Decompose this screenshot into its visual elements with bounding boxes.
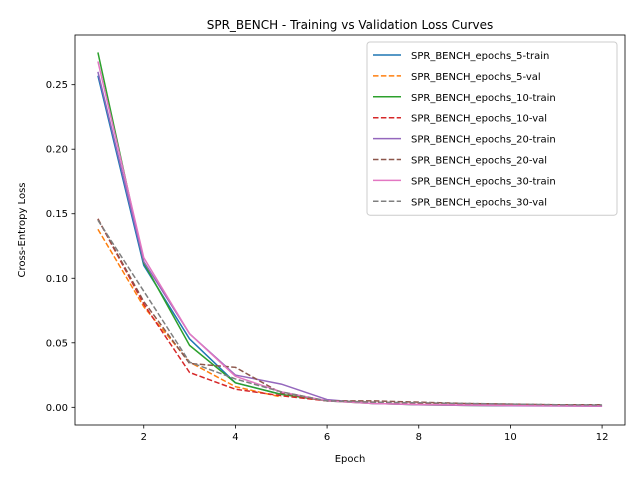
legend-label: SPR_BENCH_epochs_10-train [411, 93, 556, 104]
y-tick-label: 0.25 [46, 80, 68, 91]
legend-label: SPR_BENCH_epochs_20-train [411, 135, 556, 146]
x-tick-label: 12 [596, 432, 609, 443]
x-tick-label: 8 [416, 432, 422, 443]
y-axis-label: Cross-Entropy Loss [17, 183, 28, 278]
x-tick-label: 10 [504, 432, 517, 443]
y-tick-label: 0.15 [46, 209, 68, 220]
x-tick-label: 2 [141, 432, 147, 443]
x-tick-label: 4 [232, 432, 238, 443]
legend-label: SPR_BENCH_epochs_20-val [411, 156, 547, 167]
y-tick-label: 0.10 [46, 274, 68, 285]
chart-title: SPR_BENCH - Training vs Validation Loss … [207, 18, 494, 32]
y-tick-label: 0.20 [46, 145, 68, 156]
legend-label: SPR_BENCH_epochs_30-val [411, 197, 547, 208]
legend-label: SPR_BENCH_epochs_10-val [411, 114, 547, 125]
legend-label: SPR_BENCH_epochs_5-train [411, 51, 549, 62]
legend-label: SPR_BENCH_epochs_5-val [411, 72, 541, 83]
x-axis-label: Epoch [335, 454, 366, 465]
series-line-SPR_BENCH_epochs_30-val [97, 219, 603, 406]
legend-label: SPR_BENCH_epochs_30-train [411, 176, 556, 187]
legend: SPR_BENCH_epochs_5-train SPR_BENCH_epochs… [366, 41, 618, 216]
plot-frame [74, 34, 626, 426]
y-tick-label: 0.00 [46, 403, 68, 414]
x-tick-label: 6 [324, 432, 330, 443]
y-tick-label: 0.05 [46, 338, 68, 349]
legend-box [366, 41, 618, 216]
